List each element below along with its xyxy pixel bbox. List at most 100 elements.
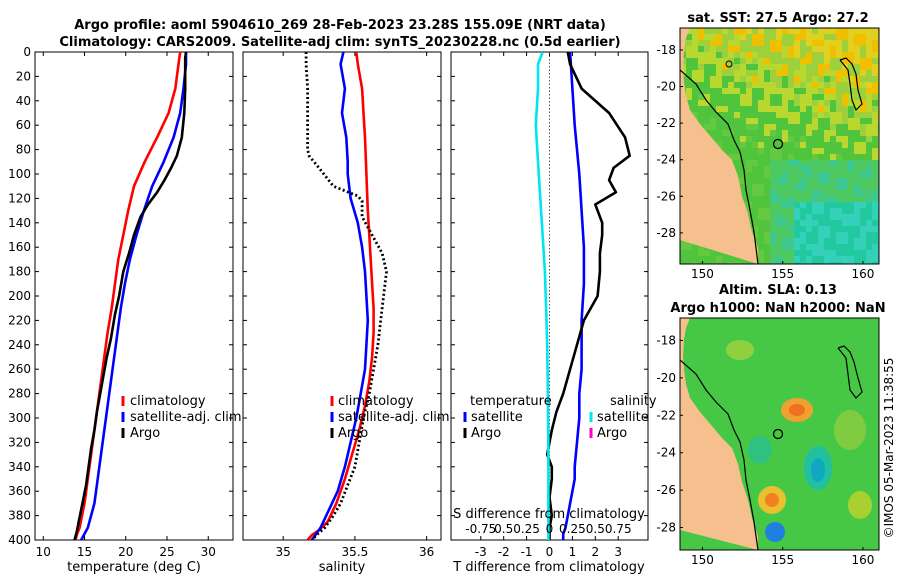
sst-cell [812,184,818,190]
sst-cell [740,172,746,178]
sst-cell [842,130,848,136]
sla-contour [680,359,759,550]
sst-cell [758,76,764,82]
sla-land [680,318,758,550]
sst-cell [806,190,812,196]
salinity-panel: 35 35.5 36 salinity climatology satellite-… [242,51,450,575]
sst-cell [758,190,764,196]
sst-cell [770,226,776,232]
sst-cell [824,172,830,178]
sst-cell [764,46,770,52]
sst-cell [764,82,770,88]
sst-cell [836,232,842,238]
sst-cell [746,118,752,124]
sst-cell [812,46,818,52]
sst-cell [692,112,698,118]
sst-cell [734,136,740,142]
sst-cell [866,172,872,178]
sst-cell [830,208,836,214]
sst-cell [740,106,746,112]
sst-cell [752,178,758,184]
sst-cell [722,136,728,142]
sst-cell [776,184,782,190]
sst-cell [806,172,812,178]
sst-cell [776,88,782,94]
sst-cell [830,94,836,100]
x-tick-label: 25 [159,545,174,559]
sst-cell [704,118,710,124]
sst-cell [752,148,758,154]
sst-cell [752,130,758,136]
sst-cell [776,232,782,238]
sst-cell [704,250,710,256]
sst-cell [860,256,866,262]
sst-cell [716,130,722,136]
sst-cell [770,244,776,250]
sst-cell [794,220,800,226]
sst-cell [740,130,746,136]
sst-cell [866,154,872,160]
sst-cell [860,34,866,40]
sst-cell [860,244,866,250]
sst-cell [710,256,716,262]
sst-cell [806,52,812,58]
y-tick-label: 260 [8,362,31,376]
lat-tick-label: -28 [656,521,676,535]
sst-cell [770,178,776,184]
sst-cell [812,106,818,112]
sst-cell [764,202,770,208]
sst-cell [752,100,758,106]
sst-cell [812,40,818,46]
sst-cell [830,256,836,262]
sst-cell [800,76,806,82]
sst-cell [830,130,836,136]
sst-cell [872,178,878,184]
sst-cell [692,106,698,112]
sst-cell [734,106,740,112]
sst-cell [764,256,770,262]
sst-cell [842,220,848,226]
sst-cell [764,118,770,124]
sst-cell [770,58,776,64]
sst-cell [830,262,836,264]
sst-cell [848,58,854,64]
sst-cell [866,136,872,142]
sst-cell [728,52,734,58]
sst-cell [872,184,878,190]
sst-cell [854,130,860,136]
sst-cell [746,52,752,58]
sst-cell [818,82,824,88]
sst-contour [680,69,759,264]
sst-cell [686,88,692,94]
x-tick-label: 1 [569,545,577,559]
sst-cell [686,70,692,76]
sst-cell [812,208,818,214]
sst-cell [842,154,848,160]
sst-cell [842,76,848,82]
sst-cell [806,34,812,40]
difference-depth-ticks [451,51,648,541]
sst-cell [782,118,788,124]
sst-cell [752,136,758,142]
sst-cell [842,34,848,40]
sst-cell [704,52,710,58]
sst-cell [734,130,740,136]
x-tick-label: 10 [36,545,51,559]
sst-cell [782,208,788,214]
sst-cell [704,76,710,82]
sst-cell [794,106,800,112]
sst-cell [758,172,764,178]
sst-cell [692,256,698,262]
sst-cell [824,106,830,112]
sst-cell [842,124,848,130]
lon-tick-label: 150 [691,267,714,281]
salinity-legend: climatology satellite-adj. clim Argo [330,394,450,441]
sst-cell [716,256,722,262]
sst-cell [686,52,692,58]
sst-cell [698,256,704,262]
sst-cell [854,238,860,244]
sst-cell [854,28,860,34]
sst-cell [866,64,872,70]
sst-cell [842,172,848,178]
sst-cell [806,64,812,70]
